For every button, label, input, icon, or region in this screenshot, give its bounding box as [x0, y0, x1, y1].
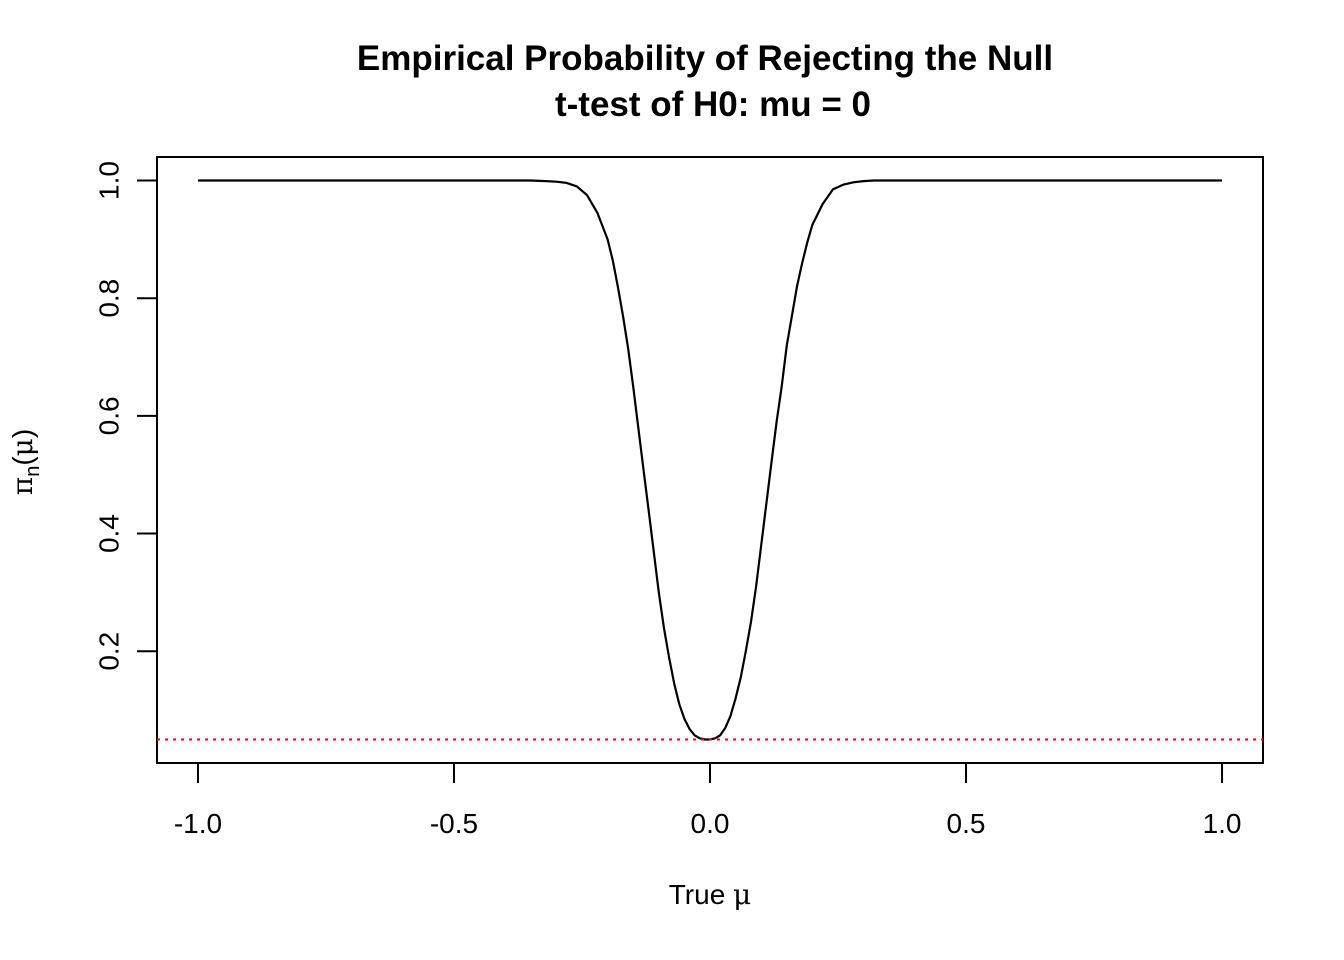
x-tick-label: 0.0: [691, 808, 730, 839]
y-tick-label: 0.6: [94, 396, 125, 435]
chart-subtitle: t-test of H0: mu = 0: [555, 85, 871, 124]
y-tick-label: 1.0: [94, 161, 125, 200]
y-tick-label: 0.8: [94, 279, 125, 318]
x-tick-label: 0.5: [947, 808, 986, 839]
y-axis: 0.2 0.4 0.6 0.8 1.0: [94, 161, 158, 671]
series-layer: [157, 179, 1263, 741]
chart-title: Empirical Probability of Rejecting the N…: [357, 39, 1053, 78]
x-axis: -1.0 -0.5 0.0 0.5 1.0: [174, 762, 1242, 839]
y-tick-label: 0.4: [94, 514, 125, 553]
x-tick-label: -1.0: [174, 808, 222, 839]
power-curve-line: [198, 179, 1222, 741]
y-axis-title: πn(μ): [6, 429, 44, 495]
plot-frame: [156, 156, 1264, 764]
y-tick-label: 0.2: [94, 632, 125, 671]
x-axis-title: True μ: [669, 878, 752, 911]
x-tick-label: -0.5: [430, 808, 478, 839]
x-tick-label: 1.0: [1203, 808, 1242, 839]
